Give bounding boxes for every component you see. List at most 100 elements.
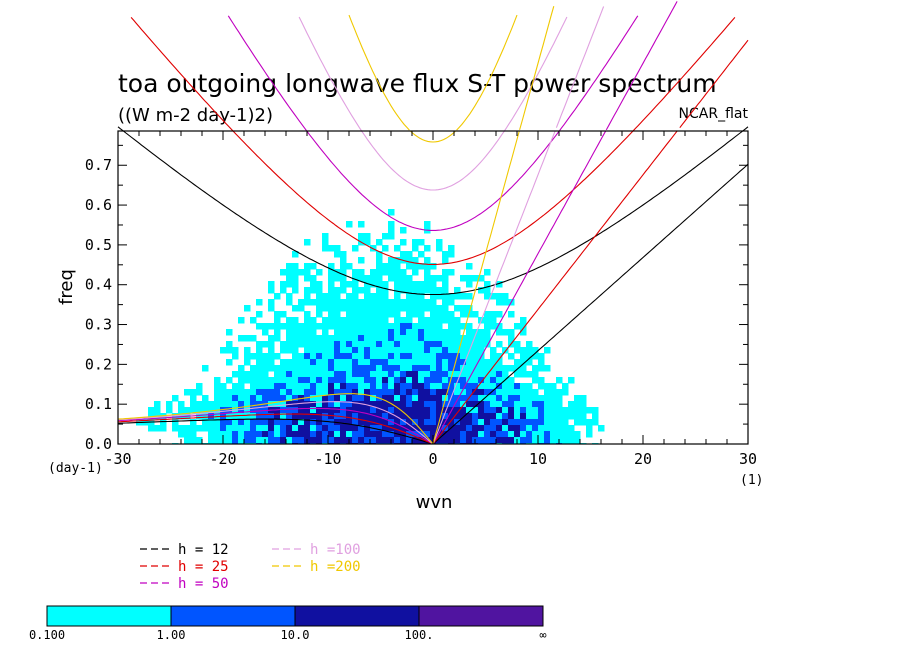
power-cell <box>358 413 365 420</box>
power-cell <box>310 347 317 354</box>
power-cell <box>454 383 461 390</box>
power-cell <box>454 305 461 312</box>
power-cell <box>466 323 473 330</box>
power-cell <box>328 365 335 372</box>
power-cell <box>490 401 497 408</box>
power-cell <box>370 269 377 276</box>
power-cell <box>322 395 329 402</box>
power-cell <box>340 299 347 306</box>
power-cell <box>418 311 425 318</box>
power-cell <box>430 275 437 282</box>
inertia-gravity-curve-h12 <box>122 131 744 296</box>
power-cell <box>268 323 275 330</box>
power-cell <box>490 389 497 396</box>
colorbar-level-label: 1.00 <box>157 628 186 642</box>
power-cell <box>298 371 305 378</box>
power-cell <box>190 401 197 408</box>
power-cell <box>412 395 419 402</box>
power-cell <box>472 395 479 402</box>
power-cell <box>352 431 359 438</box>
power-cell <box>352 335 359 342</box>
power-cell <box>370 395 377 402</box>
power-cell <box>574 431 581 438</box>
power-cell <box>556 419 563 426</box>
power-cell <box>412 239 419 246</box>
power-cell <box>454 341 461 348</box>
power-cell <box>268 359 275 366</box>
power-cell <box>316 305 323 312</box>
power-cell <box>514 407 521 414</box>
power-cell <box>214 377 221 384</box>
power-cell <box>334 323 341 330</box>
power-cell <box>460 275 467 282</box>
power-cell <box>580 395 587 402</box>
power-cell <box>322 317 329 324</box>
power-cell <box>448 413 455 420</box>
power-cell <box>400 371 407 378</box>
power-cell <box>376 347 383 354</box>
power-cell <box>424 257 431 264</box>
power-cell <box>196 437 203 444</box>
power-cell <box>442 287 449 294</box>
power-cell <box>550 425 557 432</box>
power-cell <box>412 413 419 420</box>
power-cell <box>484 323 491 330</box>
power-cell <box>520 347 527 354</box>
power-cell <box>472 383 479 390</box>
power-cell <box>256 395 263 402</box>
power-cell <box>412 323 419 330</box>
power-cell <box>400 281 407 288</box>
inertia-gravity-curve-h100 <box>360 131 506 191</box>
power-cell <box>538 359 545 366</box>
power-cell <box>340 389 347 396</box>
power-cell <box>238 335 245 342</box>
power-cell <box>382 245 389 252</box>
power-cell <box>250 383 257 390</box>
power-cell <box>286 269 293 276</box>
power-cell <box>394 257 401 264</box>
power-cell <box>316 293 323 300</box>
power-cell <box>442 371 449 378</box>
power-cell <box>472 413 479 420</box>
power-cell <box>256 407 263 414</box>
power-cell <box>316 377 323 384</box>
power-cell <box>280 377 287 384</box>
power-cell <box>496 323 503 330</box>
power-cell <box>238 371 245 378</box>
power-cell <box>442 383 449 390</box>
power-cell <box>364 293 371 300</box>
power-cell <box>274 401 281 408</box>
power-cell <box>340 353 347 360</box>
power-cell <box>262 389 269 396</box>
power-cell <box>208 413 215 420</box>
power-cell <box>274 437 281 444</box>
power-cell <box>346 431 353 438</box>
power-cell <box>424 269 431 276</box>
kelvin-curve-h100 <box>555 6 605 128</box>
power-cell <box>334 365 341 372</box>
power-cell <box>256 431 263 438</box>
power-cell <box>532 389 539 396</box>
power-cell <box>340 377 347 384</box>
power-cell <box>244 371 251 378</box>
power-cell <box>340 431 347 438</box>
power-cell <box>400 227 407 234</box>
power-cell <box>310 263 317 270</box>
power-cell <box>238 437 245 444</box>
colorbar-level-label: 100. <box>405 628 434 642</box>
power-cell <box>268 299 275 306</box>
power-cell <box>340 371 347 378</box>
power-cell <box>394 323 401 330</box>
power-contours <box>136 209 605 444</box>
power-cell <box>382 371 389 378</box>
power-cell <box>370 431 377 438</box>
power-cell <box>442 257 449 264</box>
power-cell <box>370 359 377 366</box>
power-cell <box>406 275 413 282</box>
power-cell <box>466 353 473 360</box>
power-cell <box>424 371 431 378</box>
power-cell <box>436 347 443 354</box>
power-cell <box>364 365 371 372</box>
power-cell <box>394 371 401 378</box>
power-cell <box>490 317 497 324</box>
